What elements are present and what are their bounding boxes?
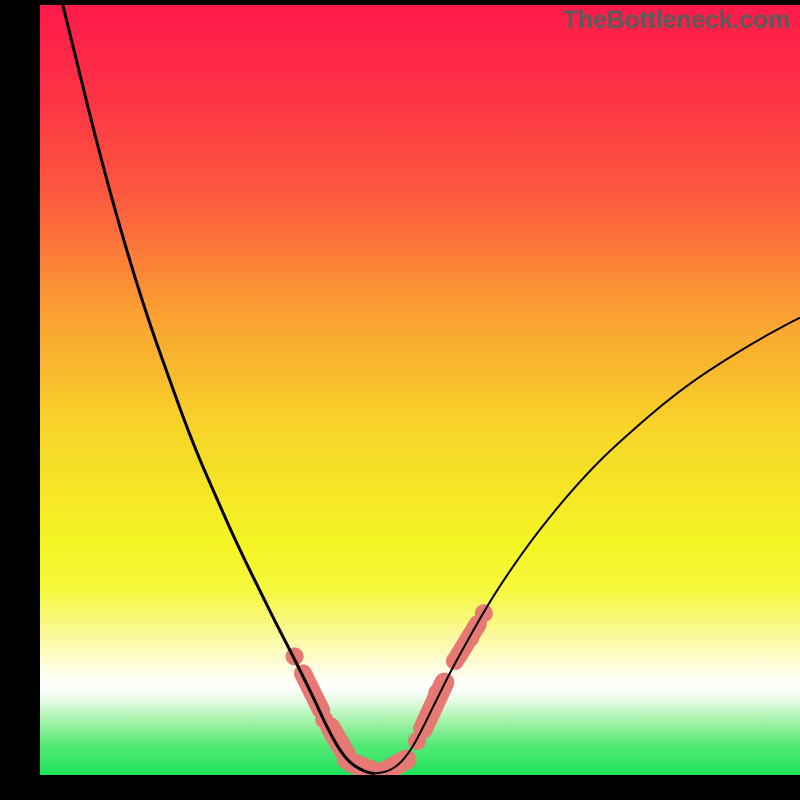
marker-dot: [391, 755, 409, 773]
watermark-text: TheBottleneck.com: [563, 6, 790, 35]
marker-dot: [446, 652, 464, 670]
plot-area: [40, 5, 800, 775]
marker-dot: [408, 732, 426, 750]
chart-svg: [40, 5, 800, 775]
marker-dot: [428, 683, 448, 703]
gradient-background: [40, 5, 800, 775]
